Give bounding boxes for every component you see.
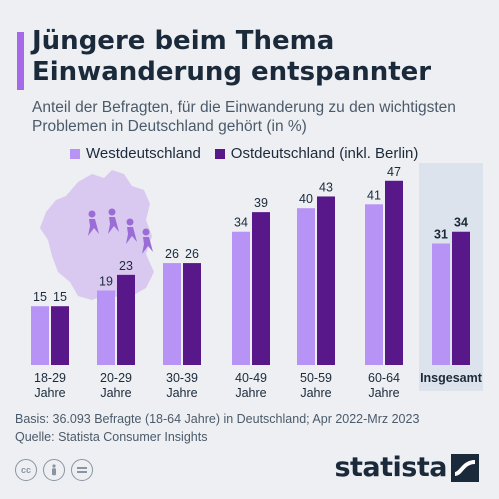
footnote-source: Quelle: Statista Consumer Insights <box>15 430 208 444</box>
category-label: 60-64 <box>368 371 400 385</box>
person-icon <box>142 228 150 236</box>
person-icon <box>88 210 96 218</box>
bar <box>317 196 335 365</box>
category-label: 40-49 <box>235 371 267 385</box>
chart-title: Jüngere beim Thema Einwanderung entspann… <box>32 26 432 87</box>
data-label: 34 <box>454 216 468 230</box>
highlight-background <box>419 163 483 391</box>
bar <box>97 290 115 365</box>
legend: Westdeutschland Ostdeutschland (inkl. Be… <box>70 145 432 162</box>
person-icon <box>126 218 134 226</box>
category-label: 50-59 <box>300 371 332 385</box>
category-label: Jahre <box>235 386 266 400</box>
category-label: Jahre <box>166 386 197 400</box>
data-label: 26 <box>185 247 199 261</box>
data-label: 43 <box>319 180 333 194</box>
bar <box>452 231 470 365</box>
statista-logo-mark <box>451 453 479 482</box>
legend-swatch-east <box>214 148 225 159</box>
data-label: 19 <box>99 275 113 289</box>
data-label: 39 <box>254 196 268 210</box>
category-label: Jahre <box>34 386 65 400</box>
category-label: Jahre <box>100 386 131 400</box>
bar <box>297 208 315 365</box>
category-label: Jahre <box>368 386 399 400</box>
bar <box>117 274 135 365</box>
bar <box>232 231 250 365</box>
data-label: 40 <box>299 192 313 206</box>
category-label: 20-29 <box>100 371 132 385</box>
category-label: Insgesamt <box>420 371 483 385</box>
data-label: 47 <box>387 165 401 179</box>
legend-label-west: Westdeutschland <box>86 145 201 162</box>
footnote: Basis: 36.093 Befragte (18-64 Jahre) in … <box>15 410 419 446</box>
nd-icon[interactable] <box>71 459 93 481</box>
person-icon <box>126 227 137 244</box>
data-label: 31 <box>434 227 448 241</box>
person-icon <box>108 208 116 216</box>
person-icon <box>142 237 153 254</box>
bar <box>183 263 201 365</box>
data-label: 15 <box>33 290 47 304</box>
person-icon <box>88 219 99 236</box>
statista-logo-text: statista <box>334 452 447 483</box>
by-icon[interactable] <box>43 459 65 481</box>
category-label: 30-39 <box>166 371 198 385</box>
license-icons: cc <box>15 459 99 481</box>
bar <box>432 243 450 365</box>
footnote-basis: Basis: 36.093 Befragte (18-64 Jahre) in … <box>15 412 420 426</box>
category-label: Jahre <box>300 386 331 400</box>
data-label: 15 <box>53 290 67 304</box>
bar <box>51 306 69 365</box>
bar <box>252 212 270 365</box>
data-label: 23 <box>119 259 133 273</box>
legend-swatch-west <box>70 148 80 159</box>
legend-label-east: Ostdeutschland (inkl. Berlin) <box>230 145 419 162</box>
germany-map-silhouette <box>40 170 154 300</box>
legend-item-east: Ostdeutschland (inkl. Berlin) <box>214 145 419 162</box>
bar <box>365 204 383 365</box>
bar <box>31 306 49 365</box>
person-icon <box>108 217 119 234</box>
statista-logo[interactable]: statista <box>334 452 479 483</box>
data-label: 26 <box>165 247 179 261</box>
data-label: 34 <box>234 216 248 230</box>
title-accent-bar <box>17 32 24 90</box>
cc-icon[interactable]: cc <box>15 459 37 481</box>
chart-subtitle: Anteil der Befragten, für die Einwanderu… <box>32 99 456 135</box>
legend-item-west: Westdeutschland <box>70 145 201 162</box>
data-label: 41 <box>367 188 381 202</box>
category-label: 18-29 <box>34 371 66 385</box>
bar <box>385 180 403 365</box>
bar <box>163 263 181 365</box>
